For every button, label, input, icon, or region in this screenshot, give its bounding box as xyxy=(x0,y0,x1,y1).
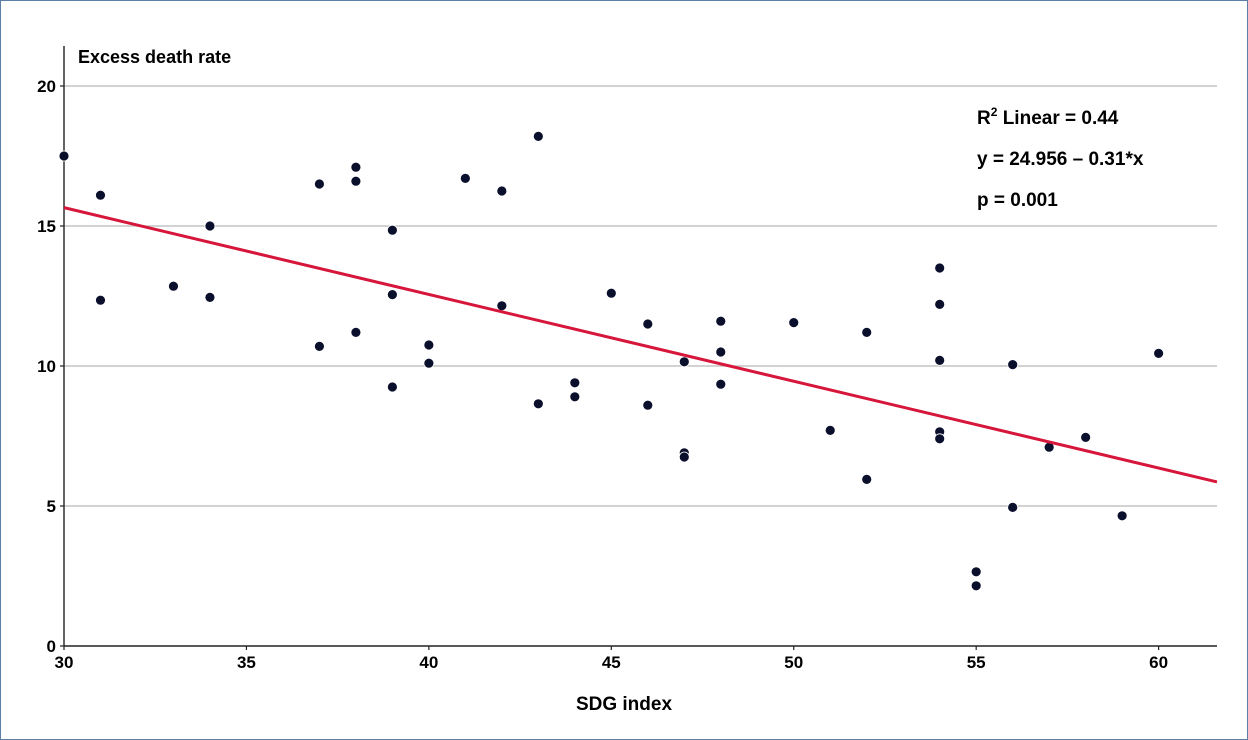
data-point xyxy=(95,189,106,201)
p-value-annotation: p = 0.001 xyxy=(977,190,1058,211)
data-point xyxy=(350,175,362,187)
data-point xyxy=(861,473,873,485)
y-tick-label-0: 0 xyxy=(47,637,56,656)
data-point xyxy=(934,433,946,445)
r-squared-value: Linear = 0.44 xyxy=(997,108,1118,129)
r-squared-superscript: 2 xyxy=(991,105,998,119)
data-point xyxy=(496,300,508,312)
x-tick-labels: 30 35 40 45 50 55 60 xyxy=(55,646,1168,672)
gridlines xyxy=(64,85,1217,507)
data-point xyxy=(423,339,435,351)
data-point xyxy=(532,130,544,142)
x-tick-label-50: 50 xyxy=(784,653,803,672)
data-point xyxy=(642,399,654,411)
r-squared-prefix: R xyxy=(977,108,991,129)
data-point xyxy=(1007,359,1019,371)
y-tick-labels: 0 5 10 15 20 xyxy=(37,77,64,656)
data-point xyxy=(715,315,727,327)
data-point xyxy=(1153,347,1165,359)
data-point xyxy=(386,381,398,393)
data-point xyxy=(423,357,435,369)
data-point xyxy=(532,398,544,410)
data-point xyxy=(496,185,508,197)
data-point xyxy=(861,326,873,338)
data-point xyxy=(1116,510,1128,522)
data-point xyxy=(350,326,362,338)
data-point xyxy=(569,391,581,403)
data-point xyxy=(569,377,581,389)
x-tick-label-40: 40 xyxy=(419,653,438,672)
x-tick-label-35: 35 xyxy=(237,653,256,672)
data-point xyxy=(934,262,946,274)
data-points xyxy=(58,130,1165,592)
y-tick-label-5: 5 xyxy=(47,497,56,516)
regression-line xyxy=(63,206,1218,484)
data-point xyxy=(605,287,617,299)
data-point xyxy=(715,378,727,390)
data-point xyxy=(678,451,690,463)
data-point xyxy=(970,566,982,578)
data-point xyxy=(678,356,690,368)
x-tick-label-45: 45 xyxy=(602,653,621,672)
data-point xyxy=(934,298,946,310)
x-axis-label: SDG index xyxy=(576,694,673,715)
axes xyxy=(63,46,1217,647)
data-point xyxy=(58,150,70,162)
y-axis-label: Excess death rate xyxy=(78,47,231,67)
data-point xyxy=(715,346,727,358)
data-point xyxy=(314,340,325,352)
data-point xyxy=(350,161,362,173)
regression-equation: y = 24.956 – 0.31*x xyxy=(977,149,1144,170)
data-point xyxy=(168,280,179,292)
data-point xyxy=(1080,431,1092,443)
r-squared-annotation: R2 Linear = 0.44 xyxy=(977,105,1119,129)
y-tick-label-20: 20 xyxy=(37,77,56,96)
data-point xyxy=(1007,501,1019,513)
data-point xyxy=(642,318,654,330)
data-point xyxy=(934,354,946,366)
data-point xyxy=(386,224,398,236)
y-tick-label-15: 15 xyxy=(37,217,56,236)
data-point xyxy=(824,424,836,436)
data-point xyxy=(314,178,325,190)
data-point xyxy=(95,294,106,306)
x-tick-label-60: 60 xyxy=(1149,653,1168,672)
data-point xyxy=(970,580,982,592)
x-tick-label-55: 55 xyxy=(967,653,986,672)
y-tick-label-10: 10 xyxy=(37,357,56,376)
data-point xyxy=(386,289,398,301)
x-tick-label-30: 30 xyxy=(55,653,74,672)
data-point xyxy=(204,220,216,232)
data-point xyxy=(204,291,216,303)
data-point xyxy=(788,317,800,329)
data-point xyxy=(459,172,471,184)
